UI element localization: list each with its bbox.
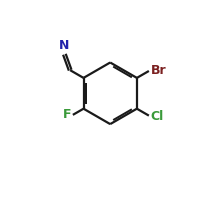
Text: F: F [63, 108, 71, 121]
Text: Br: Br [150, 64, 166, 77]
Text: N: N [58, 39, 69, 52]
Text: Cl: Cl [150, 110, 164, 123]
